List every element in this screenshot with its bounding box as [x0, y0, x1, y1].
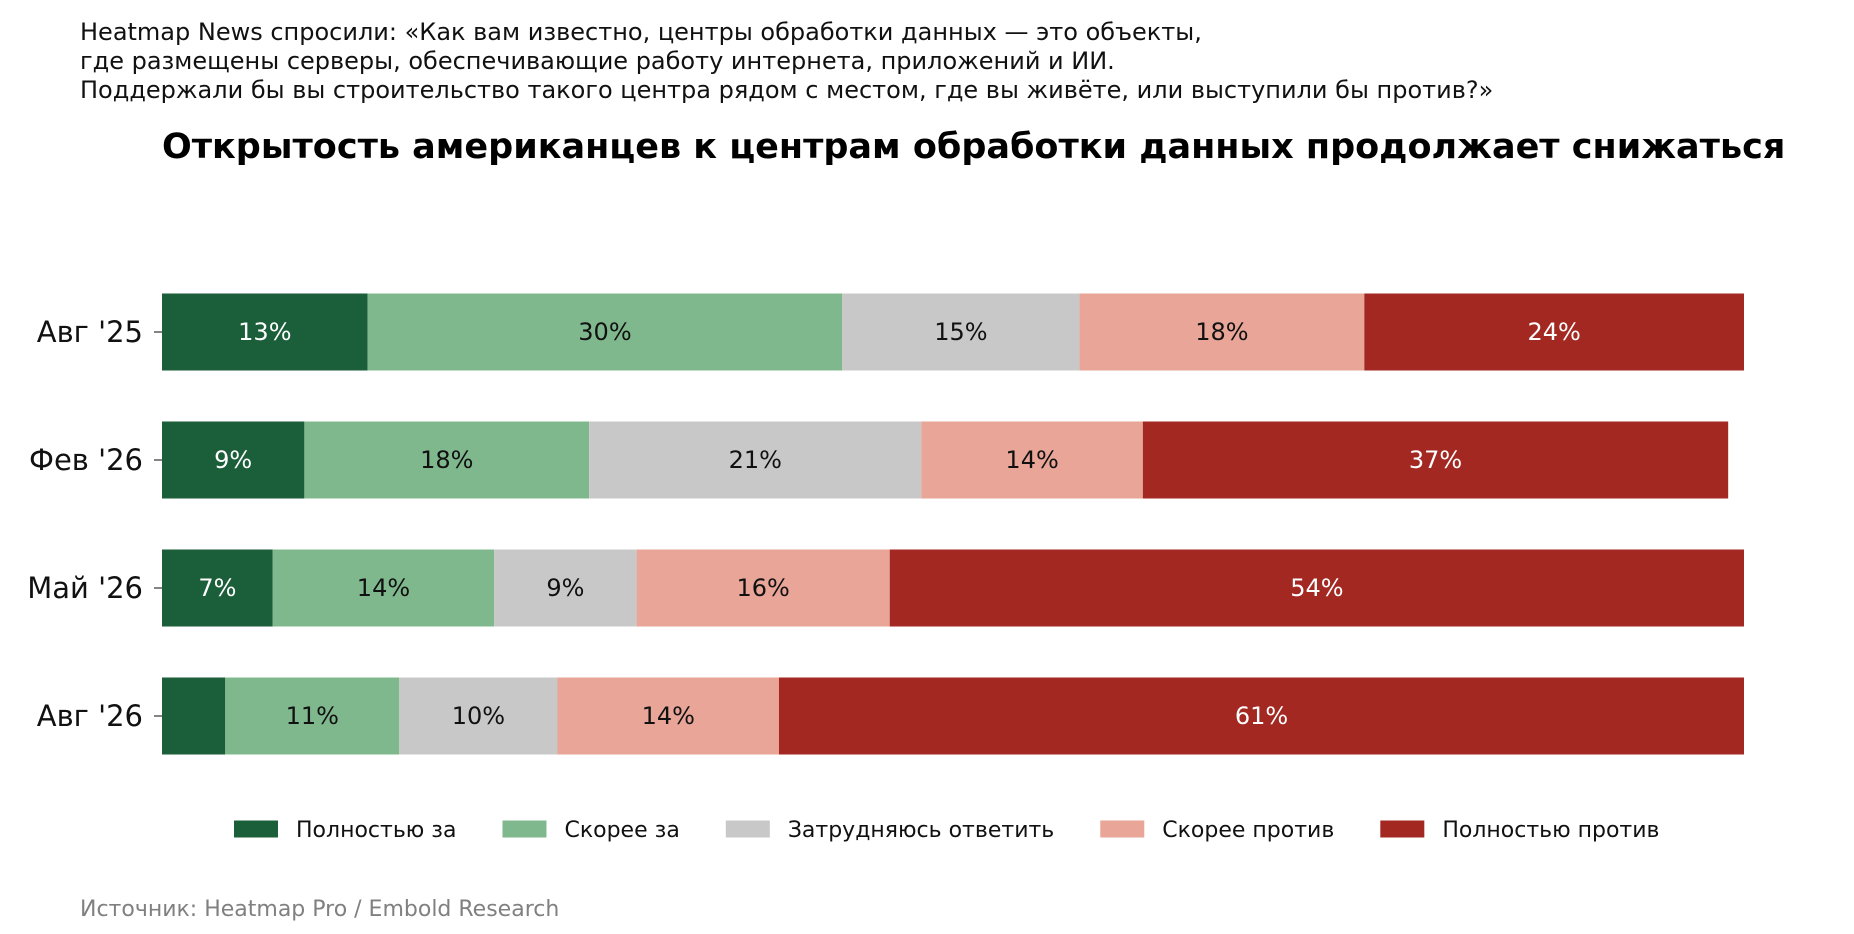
bar-segment — [1079, 293, 1365, 371]
bars-group: 13% 30% 15% 18% 24% 9% 18% 21% 14% 37% 7% 14% 9% 16% 5… — [162, 293, 1744, 755]
chart-title: Открытость американцев к центрам обработ… — [162, 127, 1785, 167]
bar-segment — [1364, 293, 1744, 371]
bar-segment — [636, 549, 890, 627]
bar-segment — [162, 293, 368, 371]
legend-label: Полностью против — [1442, 818, 1659, 843]
legend-swatch — [1380, 820, 1425, 838]
bar-segment — [162, 677, 226, 755]
category-label: Май '26 — [27, 571, 143, 605]
legend-label: Скорее за — [564, 818, 679, 843]
bar-segment — [842, 293, 1080, 371]
legend-label: Затрудняюсь ответить — [788, 818, 1054, 843]
bar-segment — [889, 549, 1744, 627]
bar-data-label: 14% — [642, 702, 695, 730]
bar-segment — [399, 677, 558, 755]
bar-data-label: 24% — [1527, 318, 1580, 346]
legend-label: Скорее против — [1162, 818, 1334, 843]
legend-swatch — [1100, 820, 1145, 838]
bar-data-label: 10% — [452, 702, 505, 730]
bar-data-label: 9% — [546, 574, 584, 602]
question-line-3: Поддержали бы вы строительство такого це… — [80, 76, 1493, 104]
source-note: Источник: Heatmap Pro / Embold Research — [80, 897, 559, 922]
bar-segment — [778, 677, 1744, 755]
bar-data-label: 18% — [1195, 318, 1248, 346]
bar-segment — [557, 677, 779, 755]
bar-data-label: 13% — [238, 318, 291, 346]
category-labels: Авг '25 Фев '26 Май '26 Авг '26 — [27, 315, 162, 733]
bar-segment — [272, 549, 495, 627]
bar-segment — [921, 421, 1143, 499]
category-label: Авг '26 — [37, 699, 143, 733]
bar-segment — [367, 293, 843, 371]
bar-data-label: 61% — [1235, 702, 1288, 730]
legend: Полностью за Скорее за Затрудняюсь ответит… — [234, 818, 1660, 843]
category-label: Авг '25 — [37, 315, 143, 349]
bar-data-label: 14% — [357, 574, 410, 602]
bar-segment — [494, 549, 637, 627]
legend-swatch — [234, 820, 278, 838]
bar-segment — [225, 677, 400, 755]
question-line-2: где размещены серверы, обеспечивающие ра… — [80, 47, 1115, 75]
bar-data-label: 54% — [1290, 574, 1343, 602]
bar-segment — [162, 421, 305, 499]
bar-segment — [1142, 421, 1729, 499]
bar-data-label: 15% — [934, 318, 987, 346]
category-label: Фев '26 — [29, 443, 143, 477]
legend-swatch — [725, 820, 770, 838]
bar-data-label: 37% — [1409, 446, 1462, 474]
question-text: Heatmap News спросили: «Как вам известно… — [80, 18, 1493, 104]
bar-data-label: 14% — [1005, 446, 1058, 474]
question-line-1: Heatmap News спросили: «Как вам известно… — [80, 18, 1202, 46]
bar-data-label: 9% — [214, 446, 252, 474]
bar-data-label: 18% — [420, 446, 473, 474]
bar-segment — [162, 549, 273, 627]
legend-label: Полностью за — [296, 818, 456, 843]
legend-swatch — [502, 820, 547, 838]
bar-data-label: 7% — [198, 574, 236, 602]
bar-data-label: 21% — [729, 446, 782, 474]
bar-data-label: 30% — [578, 318, 631, 346]
bar-segment — [589, 421, 922, 499]
bar-data-label: 11% — [286, 702, 339, 730]
bar-data-label: 16% — [736, 574, 789, 602]
bar-segment — [304, 421, 590, 499]
